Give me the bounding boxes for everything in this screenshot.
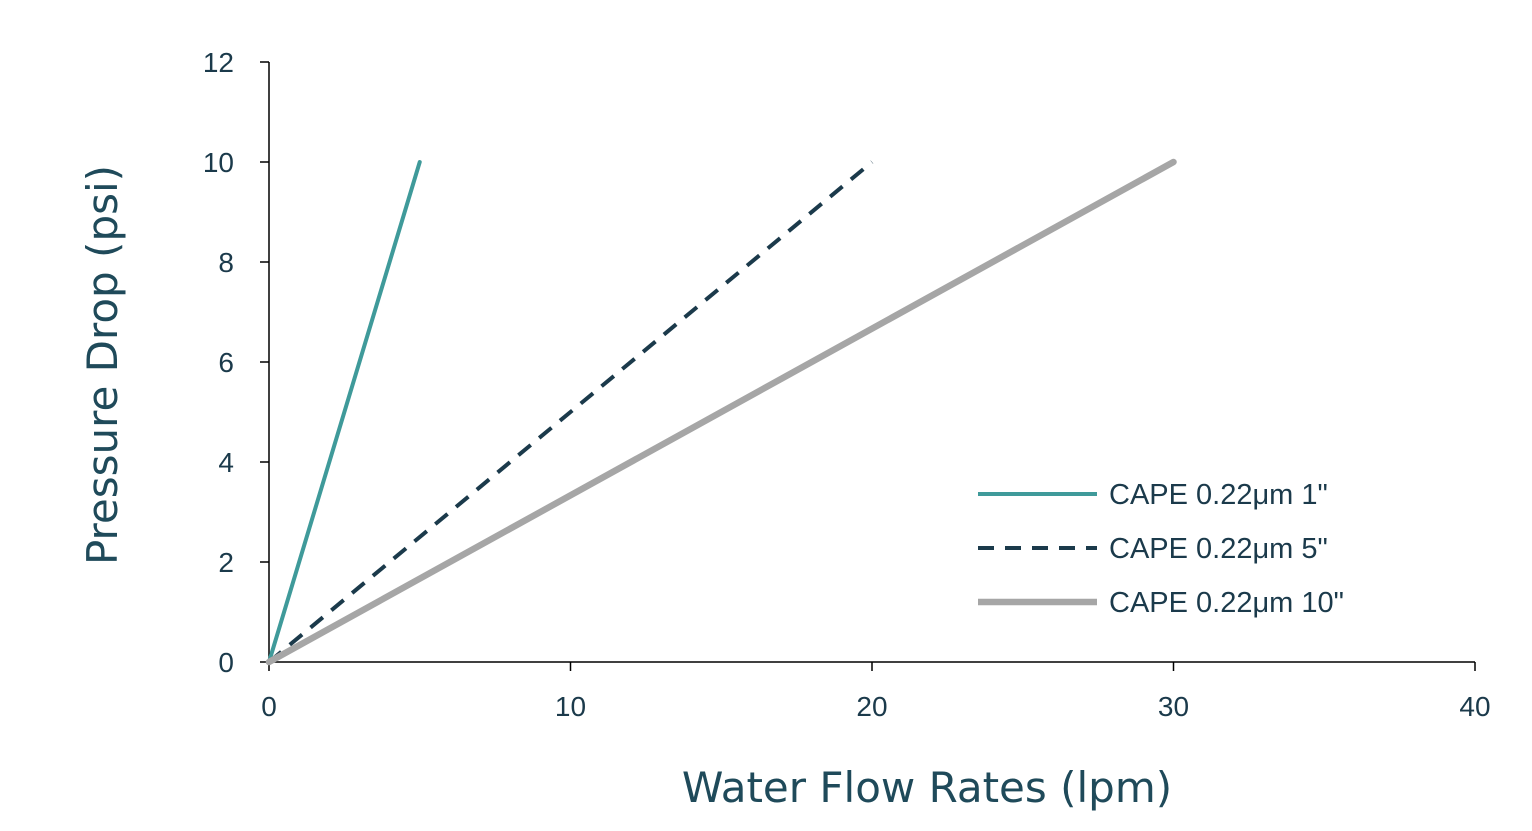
y-tick-label: 8: [218, 247, 234, 278]
x-tick-label: 0: [261, 691, 277, 722]
y-tick-label: 10: [203, 147, 234, 178]
series-lines: [265, 158, 1177, 666]
x-tick-label: 40: [1459, 691, 1490, 722]
x-tick-label: 30: [1158, 691, 1189, 722]
y-tick-label: 2: [218, 547, 234, 578]
legend-label-3: CAPE 0.22μm 10": [1109, 587, 1344, 619]
y-axis-title: Pressure Drop (psi): [78, 165, 127, 565]
x-tick-label: 10: [555, 691, 586, 722]
x-tick-label: 20: [856, 691, 887, 722]
y-tick-label: 0: [218, 647, 234, 678]
y-ticks: 0 2 4 6 8 10 12: [203, 47, 269, 678]
x-axis-title: Water Flow Rates (lpm): [682, 763, 1172, 812]
plot-area: 0 2 4 6 8 10 12 0 10 20 30 40: [203, 47, 1491, 722]
legend-label-2: CAPE 0.22μm 5": [1109, 533, 1328, 565]
legend: CAPE 0.22μm 1" CAPE 0.22μm 5" CAPE 0.22μm …: [978, 479, 1344, 619]
y-tick-label: 4: [218, 447, 234, 478]
y-tick-label: 6: [218, 347, 234, 378]
legend-label-1: CAPE 0.22μm 1": [1109, 479, 1328, 511]
series-line-2: [267, 160, 874, 664]
series-line-1: [267, 160, 422, 664]
y-tick-label: 12: [203, 47, 234, 78]
series-line-3: [265, 158, 1177, 666]
x-ticks: 0 10 20 30 40: [261, 662, 1491, 722]
